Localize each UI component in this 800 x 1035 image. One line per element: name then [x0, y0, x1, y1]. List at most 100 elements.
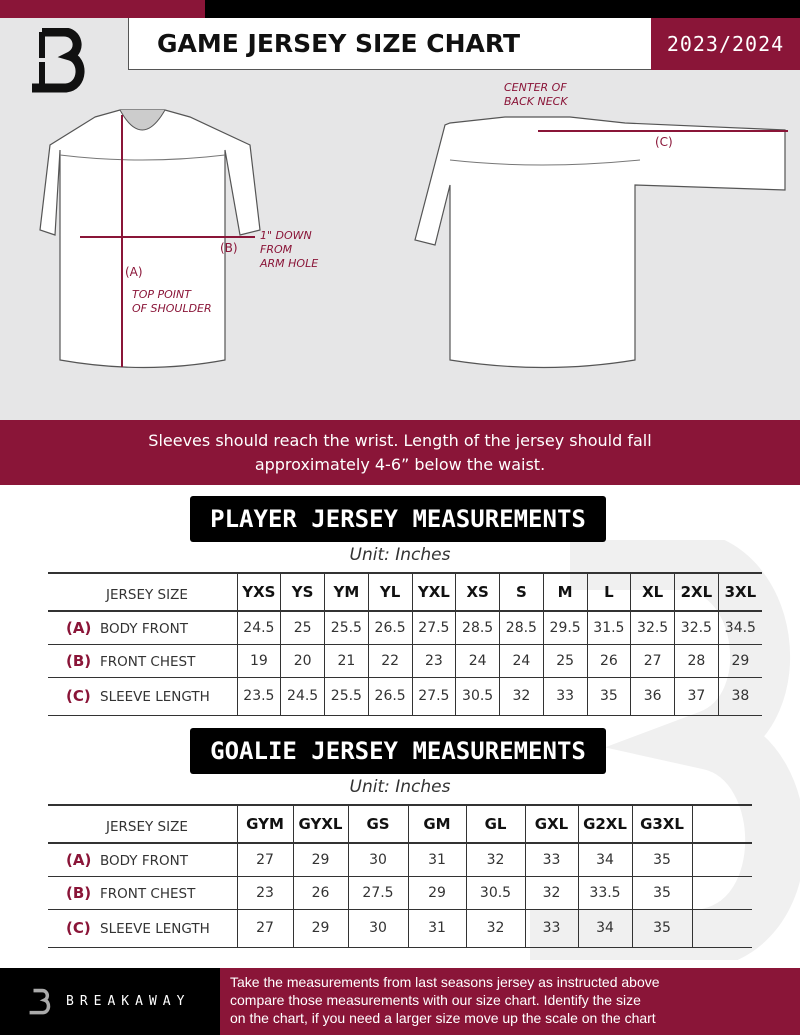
front-jersey-diagram — [39, 109, 261, 369]
measurement-value: 33.5 — [577, 876, 632, 909]
row-label: (A) BODY FRONT — [48, 843, 237, 876]
goalie-unit: Unit: Inches — [349, 777, 451, 797]
shoulder-note: TOP POINT OF SHOULDER — [132, 288, 212, 316]
size-header — [691, 805, 752, 843]
measurement-value: 29 — [407, 876, 466, 909]
measurement-value: 25.5 — [324, 677, 369, 715]
footer-brand: BREAKAWAY — [0, 968, 220, 1035]
measurement-value: 30.5 — [455, 677, 500, 715]
measurement-name: SLEEVE LENGTH — [100, 689, 210, 705]
measurement-value — [691, 909, 752, 947]
size-header: L — [586, 573, 631, 611]
measurement-value: 29 — [292, 909, 348, 947]
measurement-letter: (C) — [66, 687, 91, 705]
note-line: CENTER OF — [504, 81, 567, 94]
size-header: G2XL — [577, 805, 632, 843]
measurement-value: 32 — [465, 909, 525, 947]
table-row: (B) FRONT CHEST 19 20 21 22 23 24 24 25 26 27 28 29 — [48, 644, 762, 677]
measurement-value: 29.5 — [542, 611, 587, 644]
row-label: (C) SLEEVE LENGTH — [48, 909, 237, 947]
measurement-value: 24 — [499, 644, 544, 677]
measurement-letter: (A) — [66, 850, 92, 869]
size-header: YS — [280, 573, 325, 611]
measurement-value: 37 — [674, 677, 719, 715]
measurement-value: 30 — [347, 909, 408, 947]
row-label: (B) FRONT CHEST — [48, 644, 237, 677]
measurement-value — [691, 876, 752, 909]
player-unit: Unit: Inches — [349, 545, 451, 565]
jersey-size-header: JERSEY SIZE — [106, 587, 188, 603]
table-row: (A) BODY FRONT 27 29 30 31 32 33 34 35 — [48, 843, 752, 876]
player-size-table: JERSEY SIZE YXS YS YM YL YXL XS S M L XL… — [48, 572, 762, 716]
arm-hole-note: 1" DOWN FROM ARM HOLE — [260, 229, 318, 271]
row-label: (A) BODY FRONT — [48, 611, 237, 644]
measurement-value: 25 — [542, 644, 587, 677]
measurement-value: 31.5 — [586, 611, 631, 644]
measurement-value: 21 — [324, 644, 369, 677]
measurement-value: 26 — [292, 876, 348, 909]
note-line: OF SHOULDER — [132, 302, 212, 315]
brand-logo — [28, 27, 94, 98]
measurement-value: 36 — [630, 677, 675, 715]
measurement-value: 30 — [347, 843, 408, 876]
measurement-value: 38 — [717, 677, 762, 715]
footer-line: compare those measurements with our size… — [230, 992, 641, 1008]
measurement-value: 31 — [407, 843, 466, 876]
measurement-letter: (C) — [66, 919, 91, 937]
size-header: G3XL — [631, 805, 692, 843]
measurement-value: 27 — [236, 909, 293, 947]
measurement-value: 31 — [407, 909, 466, 947]
banner-line: Sleeves should reach the wrist. Length o… — [148, 431, 652, 450]
measurement-value: 25.5 — [324, 611, 369, 644]
measurement-value: 24.5 — [280, 677, 325, 715]
measurement-value: 26.5 — [367, 677, 412, 715]
size-header: GL — [465, 805, 525, 843]
top-bar — [205, 0, 800, 18]
size-header: GS — [347, 805, 408, 843]
season-badge: 2023/2024 — [651, 18, 800, 70]
measurement-value: 28.5 — [455, 611, 500, 644]
size-header: XS — [455, 573, 500, 611]
measurement-value: 20 — [280, 644, 325, 677]
fit-instructions-banner: Sleeves should reach the wrist. Length o… — [0, 420, 800, 485]
size-header: GYM — [236, 805, 293, 843]
measurement-value: 19 — [236, 644, 281, 677]
measurement-name: SLEEVE LENGTH — [100, 921, 210, 937]
size-header: GXL — [524, 805, 578, 843]
measurement-value: 24 — [455, 644, 500, 677]
measurement-name: BODY FRONT — [100, 620, 188, 637]
size-header: YXL — [411, 573, 456, 611]
size-header: S — [499, 573, 544, 611]
back-jersey-diagram — [414, 116, 788, 369]
label-c: (C) — [655, 135, 673, 149]
note-line: 1" DOWN — [260, 229, 312, 242]
measurement-name: BODY FRONT — [100, 852, 188, 869]
measurement-value: 28 — [674, 644, 719, 677]
size-header: 2XL — [674, 573, 719, 611]
jersey-size-header: JERSEY SIZE — [106, 819, 188, 835]
row-label: (C) SLEEVE LENGTH — [48, 677, 237, 715]
goalie-section-title: GOALIE JERSEY MEASUREMENTS — [190, 728, 606, 774]
measurement-value: 33 — [542, 677, 587, 715]
measurement-value: 32.5 — [674, 611, 719, 644]
size-header: YM — [324, 573, 369, 611]
measurement-value: 27.5 — [411, 611, 456, 644]
banner-line: approximately 4-6” below the waist. — [254, 455, 546, 474]
measurement-value: 25 — [280, 611, 325, 644]
measurement-value: 28.5 — [499, 611, 544, 644]
measurement-value: 34 — [577, 909, 632, 947]
measurement-value: 32 — [524, 876, 578, 909]
page-title: GAME JERSEY SIZE CHART — [128, 18, 652, 70]
player-section-title: PLAYER JERSEY MEASUREMENTS — [190, 496, 606, 542]
table-header-row: JERSEY SIZE GYM GYXL GS GM GL GXL G2XL G… — [48, 805, 752, 843]
measurement-value: 32 — [499, 677, 544, 715]
measurement-value: 26 — [586, 644, 631, 677]
measurement-letter: (B) — [66, 651, 92, 670]
footer-instructions: Take the measurements from last seasons … — [220, 968, 800, 1035]
measurement-value: 35 — [631, 909, 692, 947]
note-line: BACK NECK — [504, 95, 568, 108]
measurement-letter: (A) — [66, 618, 92, 637]
measurement-value: 35 — [631, 843, 692, 876]
brand-name: BREAKAWAY — [66, 994, 191, 1009]
size-header: YL — [367, 573, 412, 611]
